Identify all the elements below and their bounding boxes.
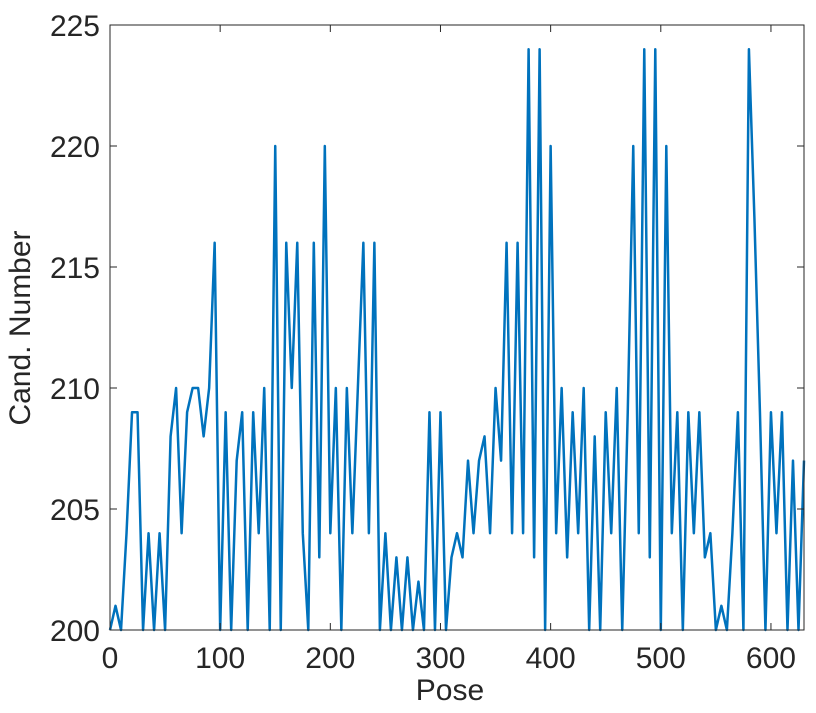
y-tick-label: 215 [50, 252, 100, 285]
y-tick-label: 210 [50, 373, 100, 406]
y-tick-label: 225 [50, 10, 100, 43]
y-tick-label: 200 [50, 615, 100, 648]
x-tick-label: 100 [195, 642, 245, 675]
x-tick-label: 400 [526, 642, 576, 675]
y-tick-label: 220 [50, 131, 100, 164]
y-axis-label: Cand. Number [4, 230, 37, 425]
y-tick-label: 205 [50, 494, 100, 527]
plot-box [109, 24, 805, 631]
data-line [108, 47, 806, 632]
x-tick-label: 600 [746, 642, 796, 675]
x-tick-label: 500 [636, 642, 686, 675]
x-tick-label: 300 [415, 642, 465, 675]
x-tick-label: 200 [305, 642, 355, 675]
x-tick-label: 0 [102, 642, 119, 675]
x-axis-label: Pose [416, 674, 484, 707]
